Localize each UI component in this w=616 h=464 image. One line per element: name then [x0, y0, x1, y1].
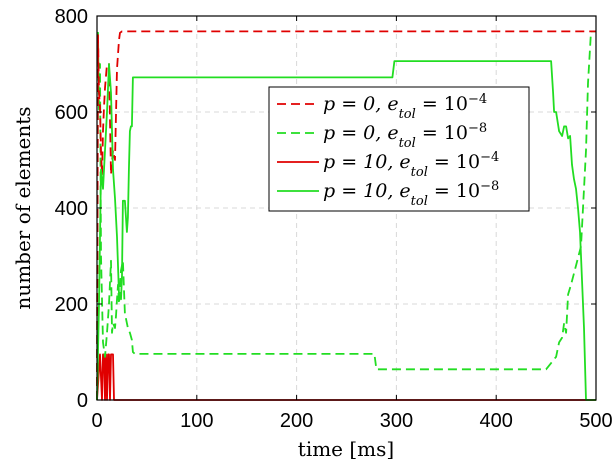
x-tick-label: 100	[180, 410, 213, 432]
series-line	[96, 30, 596, 401]
legend-label: p = 10, etol = 10−8	[323, 179, 499, 209]
x-tick-label: 400	[480, 410, 513, 432]
x-tick-labels: 0 100 200 300 400 500	[91, 410, 612, 432]
x-tick-label: 200	[280, 410, 313, 432]
x-axis-label: time [ms]	[298, 437, 394, 461]
y-tick-label: 400	[55, 198, 88, 220]
legend-label: p = 0, etol = 10−4	[323, 92, 487, 122]
y-axis-label: number of elements	[11, 106, 35, 309]
y-tick-label: 200	[55, 294, 88, 316]
legend-label: p = 0, etol = 10−8	[323, 121, 487, 151]
x-tick-label: 0	[91, 410, 102, 432]
y-tick-label: 0	[77, 390, 88, 412]
y-tick-label: 800	[55, 6, 88, 28]
legend: p = 0, etol = 10−4p = 0, etol = 10−8p = …	[268, 86, 530, 212]
x-tick-label: 300	[380, 410, 413, 432]
y-tick-label: 600	[55, 102, 88, 124]
series-line	[96, 353, 596, 401]
x-tick-label: 500	[579, 410, 612, 432]
y-tick-labels: 0 200 400 600 800	[55, 6, 88, 412]
series-line	[96, 30, 596, 401]
series-lines	[96, 30, 596, 401]
legend-label: p = 10, etol = 10−4	[323, 150, 499, 180]
series-line	[96, 60, 596, 401]
axis-ticks	[96, 15, 597, 401]
